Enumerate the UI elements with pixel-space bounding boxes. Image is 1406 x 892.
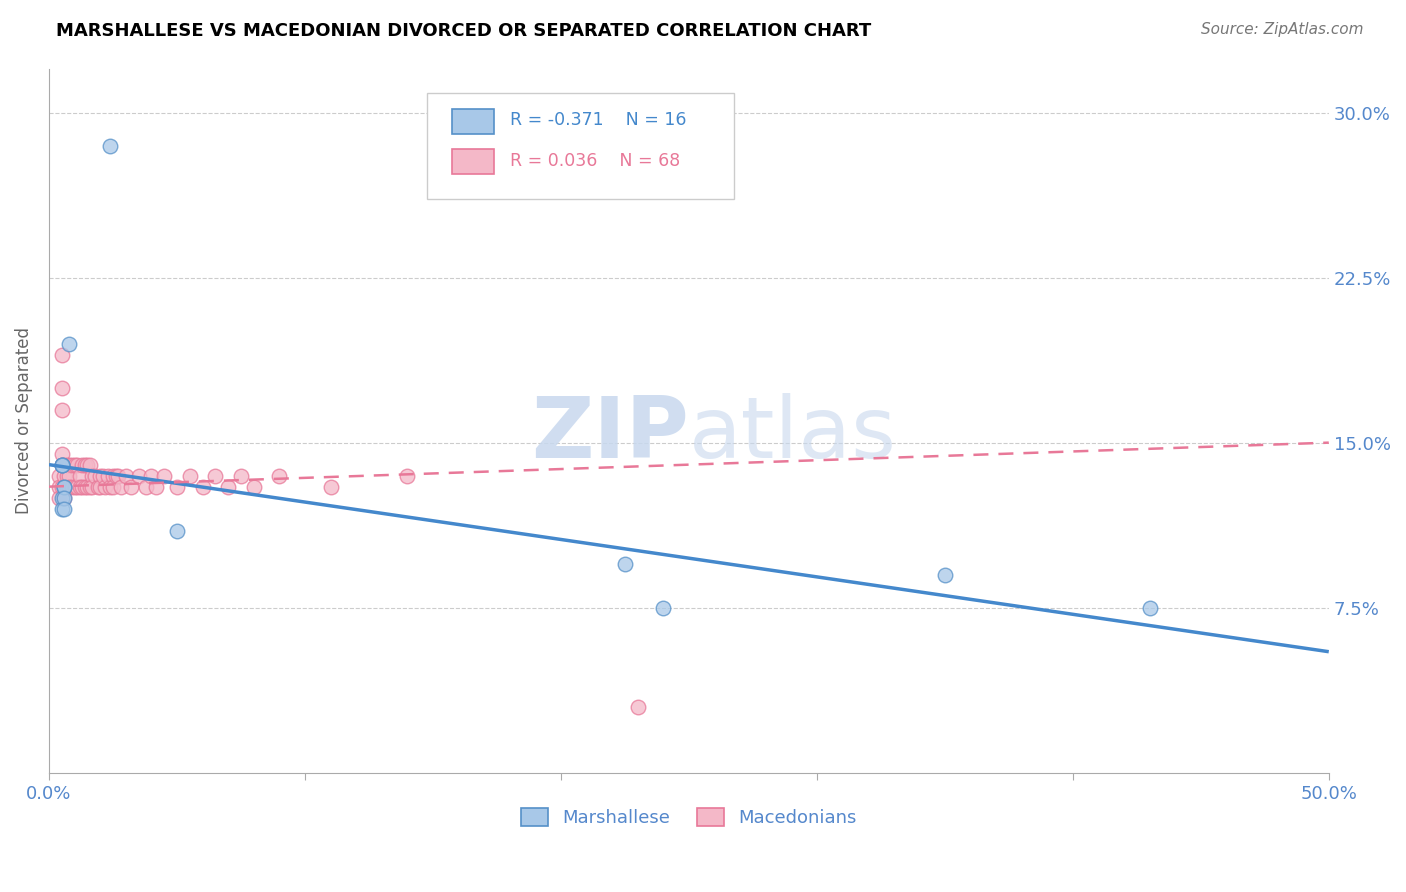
Point <box>934 567 956 582</box>
Point <box>166 480 188 494</box>
Point <box>51 491 73 505</box>
Point <box>58 458 80 472</box>
Point <box>135 480 157 494</box>
Point <box>1139 600 1161 615</box>
Legend: Marshallese, Macedonians: Marshallese, Macedonians <box>513 800 865 834</box>
Point <box>66 458 89 472</box>
Point <box>114 468 136 483</box>
Point <box>100 138 122 153</box>
Point <box>53 458 76 472</box>
Point <box>191 480 214 494</box>
Point <box>53 480 76 494</box>
Text: ZIP: ZIP <box>531 393 689 476</box>
Point <box>94 480 117 494</box>
Point <box>51 348 73 362</box>
Point <box>204 468 226 483</box>
Point <box>51 480 73 494</box>
Point <box>63 458 86 472</box>
Point <box>82 468 104 483</box>
Point <box>51 458 73 472</box>
Point <box>89 468 111 483</box>
Point <box>84 468 107 483</box>
Point <box>153 468 176 483</box>
Point <box>69 468 91 483</box>
Point <box>58 480 80 494</box>
Point <box>66 480 89 494</box>
Text: R = -0.371    N = 16: R = -0.371 N = 16 <box>510 111 686 129</box>
Point <box>79 458 101 472</box>
Point <box>104 468 127 483</box>
Text: R = 0.036    N = 68: R = 0.036 N = 68 <box>510 153 681 170</box>
Point <box>60 458 83 472</box>
Point <box>652 600 675 615</box>
FancyBboxPatch shape <box>453 109 495 134</box>
Point <box>217 480 239 494</box>
Point <box>53 501 76 516</box>
Point <box>48 468 70 483</box>
Point <box>73 480 96 494</box>
Point <box>100 480 122 494</box>
Point <box>53 491 76 505</box>
Point <box>229 468 252 483</box>
Point <box>51 381 73 395</box>
Point <box>179 468 201 483</box>
Point <box>120 480 142 494</box>
Point <box>56 468 79 483</box>
Point <box>53 491 76 505</box>
Point <box>319 480 342 494</box>
Point <box>51 458 73 472</box>
Point <box>110 480 132 494</box>
Point <box>51 458 73 472</box>
FancyBboxPatch shape <box>426 93 734 199</box>
Point <box>166 524 188 538</box>
Point <box>53 480 76 494</box>
Point <box>269 468 291 483</box>
Point <box>51 458 73 472</box>
Point <box>82 480 104 494</box>
Point <box>53 480 76 494</box>
Point <box>63 480 86 494</box>
Point <box>145 480 167 494</box>
Point <box>53 468 76 483</box>
Point <box>73 458 96 472</box>
FancyBboxPatch shape <box>453 149 495 174</box>
Point <box>101 480 124 494</box>
Point <box>86 480 108 494</box>
Point <box>58 336 80 351</box>
Text: atlas: atlas <box>689 393 897 476</box>
Point <box>69 480 91 494</box>
Point <box>51 501 73 516</box>
Point <box>70 458 93 472</box>
Point <box>613 557 636 571</box>
Point <box>60 480 83 494</box>
Text: MARSHALLESE VS MACEDONIAN DIVORCED OR SEPARATED CORRELATION CHART: MARSHALLESE VS MACEDONIAN DIVORCED OR SE… <box>56 22 872 40</box>
Point <box>128 468 150 483</box>
Point <box>242 480 264 494</box>
Point <box>107 468 129 483</box>
Point <box>51 447 73 461</box>
Point <box>97 468 120 483</box>
Point <box>91 468 114 483</box>
Point <box>627 699 650 714</box>
Point <box>56 480 79 494</box>
Point <box>79 480 101 494</box>
Point <box>48 480 70 494</box>
Point <box>101 468 124 483</box>
Point <box>58 468 80 483</box>
Point <box>48 491 70 505</box>
Point <box>396 468 419 483</box>
Text: Source: ZipAtlas.com: Source: ZipAtlas.com <box>1201 22 1364 37</box>
Point <box>76 480 98 494</box>
Point <box>70 480 93 494</box>
Point <box>141 468 163 483</box>
Point <box>51 402 73 417</box>
Point <box>89 480 111 494</box>
Y-axis label: Divorced or Separated: Divorced or Separated <box>15 327 32 514</box>
Point <box>56 458 79 472</box>
Point <box>76 458 98 472</box>
